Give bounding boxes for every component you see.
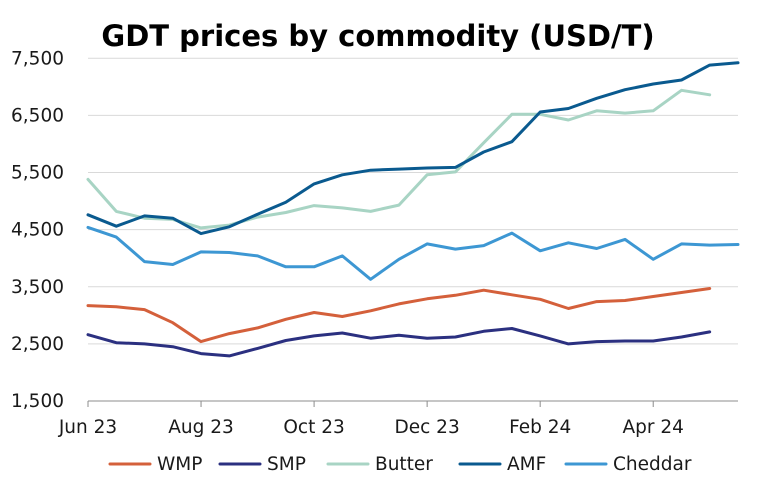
series-lines bbox=[86, 61, 740, 358]
y-tick-label: 4,500 bbox=[11, 220, 64, 241]
y-tick-label: 7,500 bbox=[11, 48, 64, 69]
chart-title: GDT prices by commodity (USD/T) bbox=[101, 19, 654, 53]
legend-label-cheddar: Cheddar bbox=[613, 454, 692, 475]
series-line-wmp bbox=[86, 287, 712, 344]
y-tick-label: 5,500 bbox=[11, 163, 64, 184]
legend-label-amf: AMF bbox=[507, 454, 546, 475]
legend-label-wmp: WMP bbox=[157, 454, 202, 475]
x-tick-label: Dec 23 bbox=[395, 417, 460, 438]
x-tick-label: Oct 23 bbox=[283, 417, 344, 438]
legend-label-smp: SMP bbox=[267, 454, 306, 475]
axes: 1,500 2,500 3,500 4,500 5,500 6,500 7,500 Jun 2… bbox=[11, 48, 738, 438]
legend-label-butter: Butter bbox=[375, 454, 433, 475]
x-tick-label: Aug 23 bbox=[168, 417, 234, 438]
y-tick-label: 3,500 bbox=[11, 277, 64, 298]
x-tick-label: Apr 24 bbox=[622, 417, 683, 438]
x-tick-label: Feb 24 bbox=[509, 417, 571, 438]
y-tick-label: 1,500 bbox=[11, 391, 64, 412]
x-tick-label: Jun 23 bbox=[58, 417, 117, 438]
legend: WMP SMP Butter AMF Cheddar bbox=[108, 454, 692, 475]
series-line-butter bbox=[86, 88, 712, 230]
series-line-amf bbox=[86, 61, 740, 236]
y-tick-label: 6,500 bbox=[11, 105, 64, 126]
y-tick-label: 2,500 bbox=[11, 334, 64, 355]
series-line-cheddar bbox=[86, 225, 740, 281]
series-line-smp bbox=[86, 327, 712, 358]
